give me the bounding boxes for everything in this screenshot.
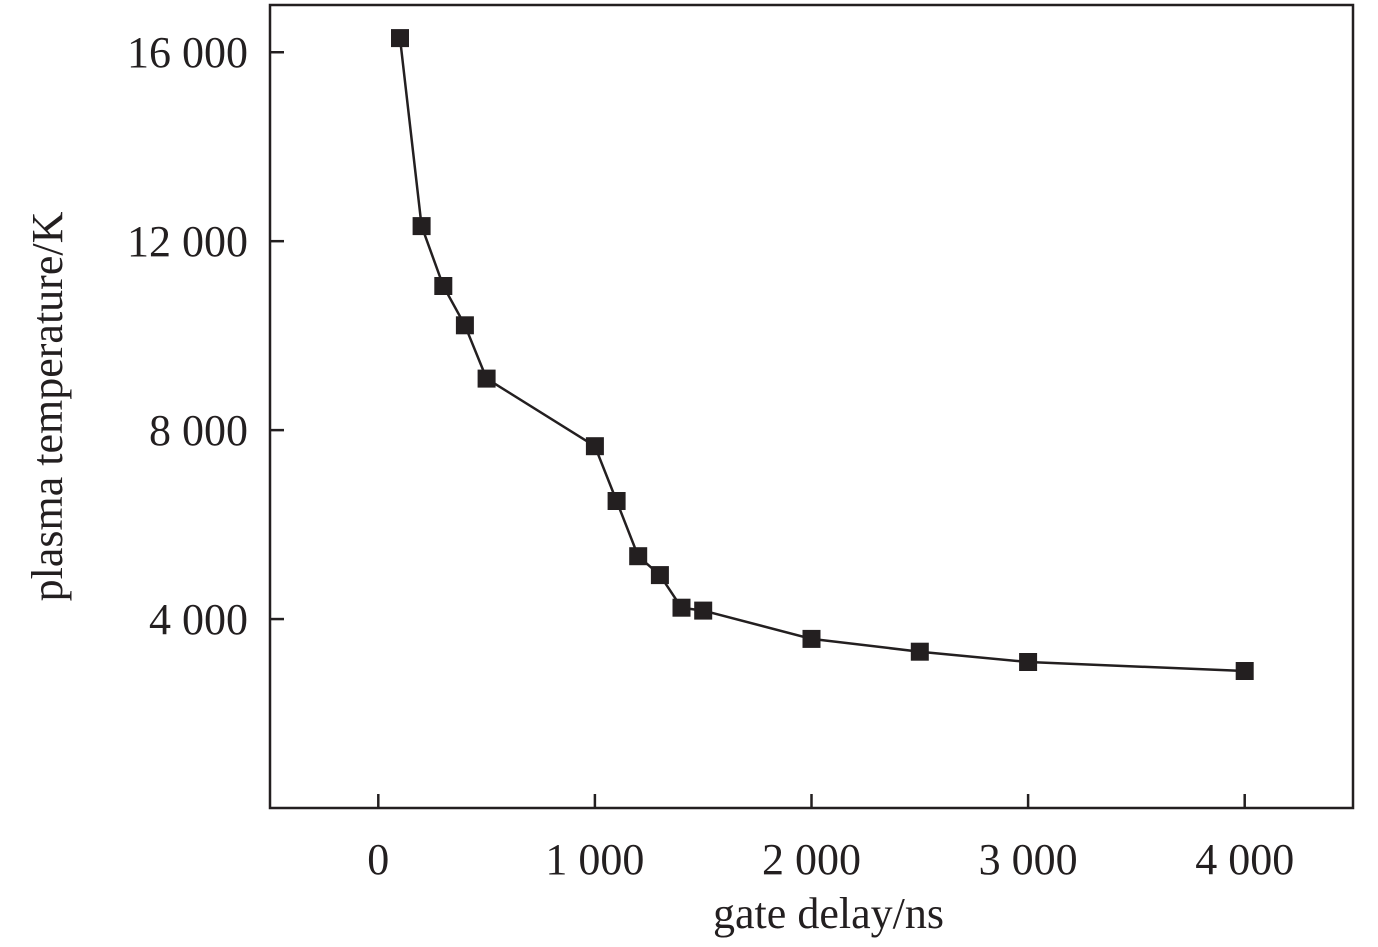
y-axis-title: plasma temperature/K	[23, 211, 72, 601]
x-axis-title: gate delay/ns	[713, 889, 944, 938]
data-point-5	[585, 437, 604, 456]
data-point-6	[607, 492, 626, 510]
series-layer	[391, 29, 1254, 680]
data-point-2	[434, 277, 453, 295]
data-point-7	[629, 547, 648, 566]
y-axis-tick-labels: 4 000 8 000 12 000 16 000	[127, 28, 248, 644]
data-point-1	[412, 217, 431, 236]
y-tick-label-3: 16 000	[127, 28, 248, 77]
x-axis-tick-labels: 0 1 000 2 000 3 000 4 000	[367, 835, 1294, 884]
data-point-10	[694, 601, 713, 620]
x-tick-label-3: 3 000	[979, 835, 1078, 884]
data-point-0	[391, 29, 409, 48]
data-point-13	[1019, 653, 1038, 671]
x-tick-label-4: 4 000	[1195, 835, 1294, 884]
y-tick-label-0: 4 000	[149, 595, 248, 644]
y-tick-label-2: 12 000	[127, 217, 248, 266]
data-point-11	[802, 629, 821, 648]
x-axis-ticks	[377, 794, 1246, 808]
series-line-0	[398, 37, 1245, 673]
y-axis-ticks	[270, 50, 284, 621]
x-tick-label-1: 1 000	[545, 835, 644, 884]
data-point-8	[650, 566, 669, 585]
data-point-4	[477, 369, 496, 388]
data-point-14	[1235, 662, 1254, 680]
plot-area-frame	[268, 3, 1355, 810]
y-tick-label-1: 8 000	[149, 406, 248, 455]
x-tick-label-0: 0	[367, 835, 389, 884]
data-point-9	[672, 598, 691, 617]
data-point-12	[910, 642, 929, 661]
x-tick-label-2: 2 000	[762, 835, 861, 884]
data-point-3	[455, 316, 474, 335]
